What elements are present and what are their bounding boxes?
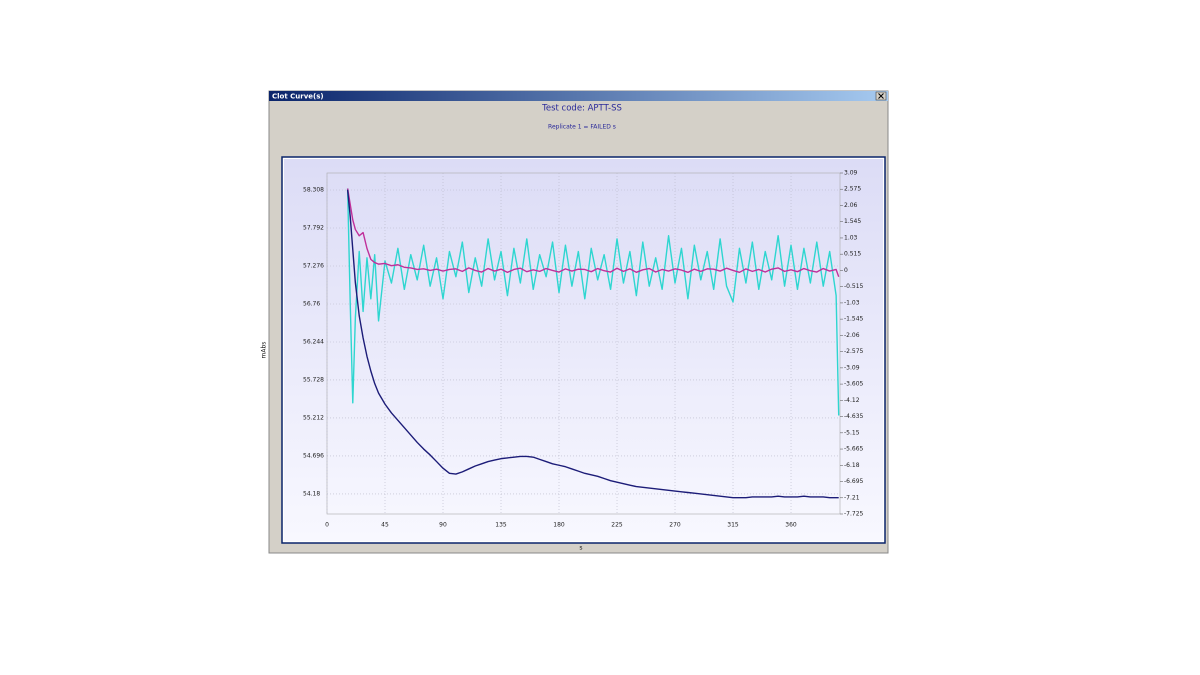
y-tick-label: 56.244 [303,338,324,345]
x-axis-label: s [579,545,582,552]
chart-title: Test code: APTT-SS [541,104,622,114]
chart-subtitle: Replicate 1 = FAILED s [548,124,616,131]
y-tick-label: 55.728 [303,376,324,383]
series-line [346,188,840,277]
y2-tick-label: -2.575 [844,348,864,355]
y2-tick-label: -7.725 [844,511,864,518]
y2-tick-label: -4.635 [844,413,864,420]
y-axis-label: mAbs [261,342,268,359]
y2-tick-label: -3.09 [844,364,860,371]
window-title: Clot Curve(s) [272,93,324,101]
y2-tick-label: 2.06 [844,202,858,209]
x-tick-label: 225 [611,522,623,529]
y-tick-label: 57.792 [303,225,324,232]
y-tick-label: 55.212 [303,414,324,421]
y2-tick-label: -2.06 [844,332,860,339]
y2-tick-label: -3.605 [844,381,864,388]
chart-background [284,159,883,541]
x-tick-label: 180 [553,522,565,529]
y2-tick-label: -1.03 [844,299,860,306]
y-tick-label: 58.308 [303,187,324,194]
y-tick-label: 54.696 [303,452,324,459]
y2-tick-label: 0 [844,267,848,274]
y2-tick-label: -6.695 [844,478,864,485]
x-tick-label: 135 [495,522,507,529]
x-tick-label: 0 [325,522,329,529]
title-bar [269,91,888,101]
x-tick-label: 45 [381,522,389,529]
y-tick-label: 54.18 [303,490,320,497]
y2-tick-label: -1.545 [844,316,864,323]
series-line [346,189,839,499]
x-tick-label: 360 [785,522,797,529]
y2-tick-label: 0.515 [844,251,861,258]
x-tick-label: 90 [439,522,447,529]
x-tick-label: 315 [727,522,739,529]
y2-tick-label: -6.18 [844,462,860,469]
y2-tick-label: 1.545 [844,218,861,225]
y2-tick-label: -0.515 [844,283,864,290]
y-tick-label: 57.276 [303,263,324,270]
y2-tick-label: -5.15 [844,429,860,436]
y-tick-label: 56.76 [303,300,320,307]
y2-tick-label: -7.21 [844,494,860,501]
close-icon [878,93,884,99]
y2-tick-label: 2.575 [844,186,861,193]
plot-area [326,172,841,515]
y2-tick-label: -5.665 [844,446,864,453]
y2-tick-label: 3.09 [844,170,858,177]
series-line [346,188,840,416]
y2-tick-label: 1.03 [844,234,858,241]
y2-tick-label: -4.12 [844,397,860,404]
x-tick-label: 270 [669,522,681,529]
